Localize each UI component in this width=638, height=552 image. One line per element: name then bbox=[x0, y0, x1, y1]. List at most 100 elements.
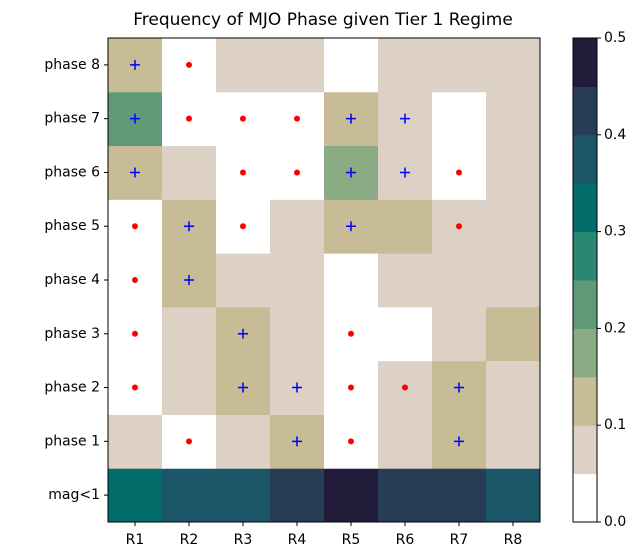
heatmap-cell bbox=[324, 38, 379, 93]
plus-marker bbox=[292, 436, 302, 447]
colorbar-segment bbox=[573, 280, 597, 329]
heatmap-cell bbox=[432, 253, 487, 308]
heatmap-cell bbox=[162, 360, 217, 415]
x-tick-label: R4 bbox=[288, 532, 307, 548]
heatmap-cell bbox=[432, 468, 487, 523]
heatmap-cell bbox=[486, 360, 541, 415]
heatmap-cell bbox=[432, 306, 487, 362]
dot-marker bbox=[294, 169, 300, 176]
heatmap-cell bbox=[108, 468, 163, 523]
x-tick-label: R7 bbox=[450, 532, 469, 548]
colorbar-segment bbox=[573, 376, 597, 426]
colorbar-segment bbox=[573, 231, 597, 281]
heatmap-cell bbox=[270, 38, 325, 93]
dot-marker bbox=[132, 277, 138, 283]
dot-marker bbox=[402, 384, 408, 391]
dot-marker bbox=[348, 384, 354, 391]
colorbar-tick-label: 0.5 bbox=[604, 30, 626, 46]
colorbar-tick-label: 0.0 bbox=[604, 514, 626, 530]
heatmap-cell bbox=[270, 199, 325, 254]
colorbar-tick-label: 0.4 bbox=[604, 127, 626, 143]
plus-marker bbox=[238, 328, 248, 339]
x-tick-label: R1 bbox=[126, 532, 145, 548]
heatmap-cell bbox=[216, 253, 271, 308]
heatmap-cell bbox=[486, 38, 541, 93]
colorbar-segment bbox=[573, 134, 597, 184]
heatmap-cell bbox=[216, 38, 271, 93]
heatmap-cell bbox=[108, 414, 163, 469]
plus-marker bbox=[346, 113, 356, 124]
dot-marker bbox=[132, 384, 138, 391]
heatmap-cell bbox=[486, 306, 541, 362]
dot-marker bbox=[348, 330, 354, 337]
colorbar-segment bbox=[573, 38, 597, 87]
dot-marker bbox=[348, 438, 354, 445]
heatmap-cell bbox=[162, 306, 217, 362]
x-tick-label: R6 bbox=[396, 532, 415, 548]
plus-marker bbox=[454, 436, 464, 447]
dot-marker bbox=[240, 169, 246, 176]
dot-marker bbox=[186, 438, 192, 445]
heatmap-cell bbox=[378, 199, 433, 254]
colorbar-tick-label: 0.3 bbox=[604, 224, 626, 240]
heatmap-cell bbox=[162, 468, 217, 523]
dot-marker bbox=[132, 330, 138, 337]
dot-marker bbox=[456, 169, 462, 176]
dot-marker bbox=[186, 115, 192, 122]
y-tick-label: phase 8 bbox=[44, 57, 100, 73]
heatmap-cell bbox=[216, 468, 271, 523]
y-tick-label: phase 1 bbox=[44, 433, 100, 449]
colorbar-segment bbox=[573, 86, 597, 136]
heatmap-cell bbox=[324, 468, 379, 523]
x-tick-label: R8 bbox=[504, 532, 523, 548]
plus-marker bbox=[292, 382, 302, 393]
plus-marker bbox=[130, 167, 140, 178]
plus-marker bbox=[184, 221, 194, 232]
y-tick-label: phase 5 bbox=[44, 218, 100, 234]
colorbar-segment bbox=[573, 473, 597, 523]
heatmap-cell bbox=[216, 414, 271, 469]
y-tick-label: phase 4 bbox=[44, 272, 100, 288]
plus-marker bbox=[184, 275, 194, 285]
colorbar-tick-label: 0.1 bbox=[604, 417, 626, 433]
y-tick-label: phase 6 bbox=[44, 164, 100, 180]
heatmap-cell bbox=[486, 414, 541, 469]
plus-marker bbox=[238, 382, 248, 393]
colorbar-segment bbox=[573, 328, 597, 378]
plus-marker bbox=[346, 167, 356, 178]
colorbar-tick-label: 0.2 bbox=[604, 320, 626, 336]
colorbar-segment bbox=[573, 425, 597, 475]
heatmap-cell bbox=[378, 468, 433, 523]
heatmap-cell bbox=[486, 145, 541, 200]
heatmap-cell bbox=[324, 253, 379, 308]
plus-marker bbox=[130, 113, 140, 124]
heatmap-cell bbox=[378, 306, 433, 362]
dot-marker bbox=[240, 115, 246, 122]
x-tick-label: R3 bbox=[234, 532, 253, 548]
y-tick-label: mag<1 bbox=[48, 487, 100, 503]
x-tick-label: R2 bbox=[180, 532, 199, 548]
heatmap-cell bbox=[486, 199, 541, 254]
plus-marker bbox=[400, 113, 410, 124]
heatmap-cell bbox=[486, 468, 541, 523]
dot-marker bbox=[456, 223, 462, 230]
heatmap-cell bbox=[432, 38, 487, 93]
heatmap-cell bbox=[486, 91, 541, 147]
heatmap-cell bbox=[378, 253, 433, 308]
y-tick-label: phase 7 bbox=[44, 111, 100, 127]
heatmap-cell bbox=[378, 38, 433, 93]
heatmap-cell bbox=[162, 145, 217, 200]
plus-marker bbox=[454, 382, 464, 393]
colorbar-frame bbox=[572, 37, 598, 523]
x-tick-label: R5 bbox=[342, 532, 361, 548]
heatmap-cell bbox=[270, 253, 325, 308]
dot-marker bbox=[294, 115, 300, 122]
dot-marker bbox=[240, 223, 246, 230]
colorbar-segment bbox=[573, 183, 597, 233]
dot-marker bbox=[132, 223, 138, 230]
plus-marker bbox=[400, 167, 410, 178]
heatmap-cell bbox=[270, 468, 325, 523]
heatmap-cell bbox=[378, 414, 433, 469]
plus-marker bbox=[130, 59, 140, 70]
plus-marker bbox=[346, 221, 356, 232]
